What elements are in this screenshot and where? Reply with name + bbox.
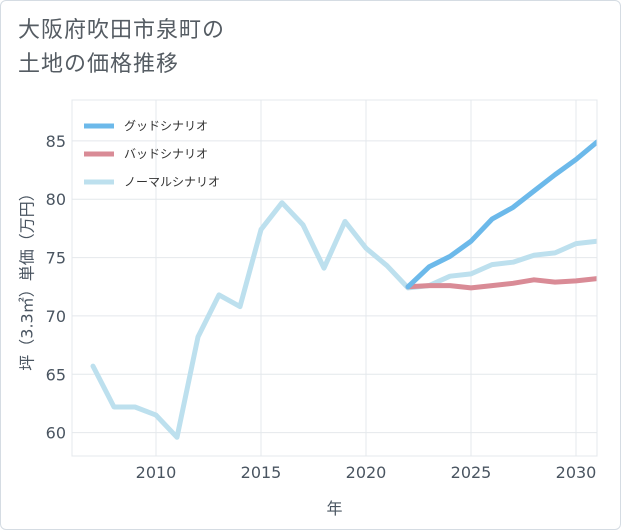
chart-title: 大阪府吹田市泉町の 土地の価格推移 bbox=[18, 14, 225, 82]
y-tick-label-85: 85 bbox=[46, 132, 66, 151]
x-axis-title: 年 bbox=[326, 499, 342, 518]
series-line-1 bbox=[405, 276, 597, 291]
grid bbox=[72, 100, 597, 456]
x-tick-label-2030: 2030 bbox=[556, 463, 597, 482]
y-tick-label-80: 80 bbox=[46, 190, 66, 209]
y-axis-title: 坪（3.3㎡）単価（万円） bbox=[18, 185, 37, 370]
legend-label-0: グッドシナリオ bbox=[124, 119, 208, 133]
y-tick-label-60: 60 bbox=[46, 424, 66, 443]
plot-frame bbox=[71, 99, 598, 457]
chart-title-line-1: 大阪府吹田市泉町の bbox=[18, 18, 226, 43]
y-tick-label-75: 75 bbox=[46, 249, 66, 268]
tick-labels: 2010 2015 2020 2025 2030 60 65 70 75 80 85 bbox=[46, 132, 597, 482]
legend-label-2: ノーマルシナリオ bbox=[124, 175, 220, 189]
chart-title-line-2: 土地の価格推移 bbox=[18, 52, 180, 77]
x-tick-label-2010: 2010 bbox=[136, 463, 177, 482]
legend-label-1: バッドシナリオ bbox=[124, 147, 208, 161]
y-tick-label-70: 70 bbox=[46, 307, 66, 326]
x-tick-label-2020: 2020 bbox=[346, 463, 387, 482]
series-lines bbox=[90, 139, 597, 440]
series-line-0 bbox=[405, 139, 597, 290]
x-tick-label-2015: 2015 bbox=[241, 463, 282, 482]
y-tick-label-65: 65 bbox=[46, 365, 66, 384]
series-line-2 bbox=[90, 200, 597, 440]
x-tick-label-2025: 2025 bbox=[451, 463, 492, 482]
